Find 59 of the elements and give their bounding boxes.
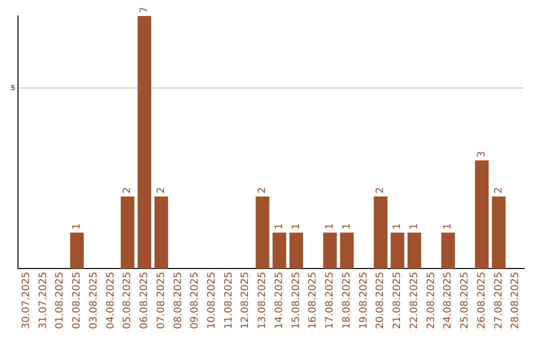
x-tick-label: 27.08.2025	[493, 272, 504, 330]
x-tick-label: 03.08.2025	[88, 272, 100, 330]
x-tick-label: 12.08.2025	[240, 272, 252, 330]
x-tick-label: 16.08.2025	[308, 272, 319, 330]
data-label: 1	[72, 223, 83, 230]
bar	[390, 232, 404, 269]
x-tick-label: 26.08.2025	[476, 272, 488, 330]
x-tick-label: 01.08.2025	[54, 272, 66, 330]
x-tick-label: 18.08.2025	[341, 272, 352, 330]
data-label: 1	[341, 223, 352, 230]
bar	[441, 232, 455, 269]
x-tick-label: 31.07.2025	[38, 272, 49, 330]
x-tick-label: 15.08.2025	[290, 272, 302, 330]
data-label: 3	[476, 151, 488, 158]
x-tick-label: 30.07.2025	[20, 272, 32, 330]
bar	[138, 16, 152, 269]
data-label: 1	[274, 223, 285, 230]
x-tick-label: 20.08.2025	[375, 272, 386, 330]
bar	[475, 160, 489, 269]
data-label: 1	[290, 223, 302, 230]
x-tick-label: 24.08.2025	[442, 272, 454, 330]
data-label: 1	[408, 223, 420, 230]
x-tick-label: 06.08.2025	[139, 272, 150, 330]
data-label: 1	[392, 223, 404, 230]
x-tick-label: 02.08.2025	[72, 272, 83, 330]
x-tick-label: 07.08.2025	[156, 272, 167, 330]
x-tick-label: 19.08.2025	[358, 272, 370, 330]
bar	[374, 196, 388, 269]
x-tick-label: 28.08.2025	[510, 272, 522, 330]
bar	[492, 196, 506, 269]
bar	[323, 232, 337, 269]
x-tick-label: 09.08.2025	[190, 272, 201, 330]
x-tick-label: 14.08.2025	[274, 272, 285, 330]
x-tick-label: 13.08.2025	[257, 272, 268, 330]
x-tick-label: 08.08.2025	[172, 272, 184, 330]
x-tick-label: 11.08.2025	[223, 272, 234, 330]
x-tick-label: 05.08.2025	[122, 272, 134, 330]
bar	[154, 196, 168, 269]
data-label: 1	[324, 223, 336, 230]
data-label: 2	[375, 187, 386, 194]
bar	[340, 232, 354, 269]
x-tick-label: 23.08.2025	[426, 272, 437, 330]
data-label: 2	[156, 187, 167, 194]
x-tick-label: 17.08.2025	[324, 272, 336, 330]
x-tick-label: 21.08.2025	[392, 272, 404, 330]
bar	[272, 232, 286, 269]
data-label: 2	[257, 187, 268, 194]
data-label: 2	[122, 187, 134, 194]
x-tick-label: 25.08.2025	[460, 272, 471, 330]
data-label: 1	[442, 223, 454, 230]
bar	[256, 196, 270, 269]
bar	[408, 232, 422, 269]
bar	[120, 196, 134, 269]
x-tick-label: 10.08.2025	[206, 272, 218, 330]
data-label: 2	[493, 187, 504, 194]
x-tick-label: 04.08.2025	[105, 272, 116, 330]
bar	[289, 232, 304, 269]
x-tick-label: 22.08.2025	[408, 272, 420, 330]
bar	[70, 232, 84, 269]
